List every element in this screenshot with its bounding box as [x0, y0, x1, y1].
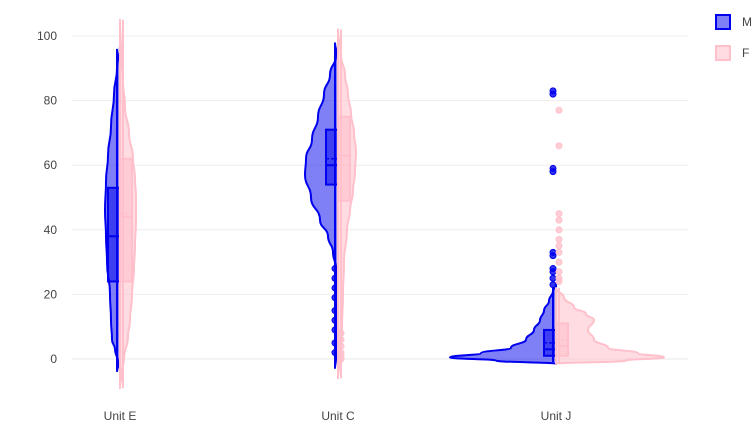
outlier-point [555, 216, 563, 224]
legend-swatch [715, 45, 731, 61]
y-tick-label: 80 [44, 94, 58, 108]
box [119, 157, 133, 283]
outlier-point [555, 142, 563, 150]
outlier-point [549, 268, 557, 276]
outlier-point [337, 342, 345, 350]
box [337, 115, 351, 202]
outlier-point [337, 329, 345, 337]
outlier-point [549, 168, 557, 176]
y-tick-label: 100 [37, 29, 57, 43]
outlier-point [555, 268, 563, 276]
x-tick-label: Unit J [541, 409, 572, 423]
box [107, 186, 121, 283]
y-tick-label: 0 [50, 352, 57, 366]
violins [104, 18, 665, 390]
outlier-point [549, 274, 557, 282]
outlier-point [555, 210, 563, 218]
outlier-point [555, 242, 563, 250]
outlier-point [549, 90, 557, 98]
legend-label: M [742, 15, 752, 29]
series-M [104, 41, 557, 373]
outlier-point [555, 226, 563, 234]
violin-M-unit-j [449, 283, 557, 365]
gridlines [72, 35, 688, 360]
legend-swatch [715, 14, 731, 30]
y-tick-label: 20 [44, 287, 58, 301]
outlier-point [337, 355, 345, 363]
y-tick-label: 40 [44, 223, 58, 237]
outlier-point [555, 248, 563, 256]
y-axis-ticks: 0 20 40 60 80 100 [37, 29, 57, 366]
y-tick-label: 60 [44, 158, 58, 172]
x-axis-ticks: Unit E Unit C Unit J [104, 409, 572, 423]
legend: MF [715, 14, 752, 61]
x-tick-label: Unit C [321, 409, 355, 423]
legend-label: F [742, 46, 749, 60]
outlier-point [549, 281, 557, 289]
outlier-point [555, 277, 563, 285]
outlier-point [549, 252, 557, 260]
outlier-point [555, 258, 563, 266]
x-tick-label: Unit E [104, 409, 137, 423]
series-F [119, 18, 665, 390]
legend-item-M[interactable]: M [715, 14, 752, 30]
outlier-point [555, 106, 563, 114]
box [325, 128, 339, 186]
outlier-point [337, 336, 345, 344]
outlier-point [555, 235, 563, 243]
violin-F-unit-j [555, 286, 665, 365]
legend-item-F[interactable]: F [715, 45, 749, 61]
